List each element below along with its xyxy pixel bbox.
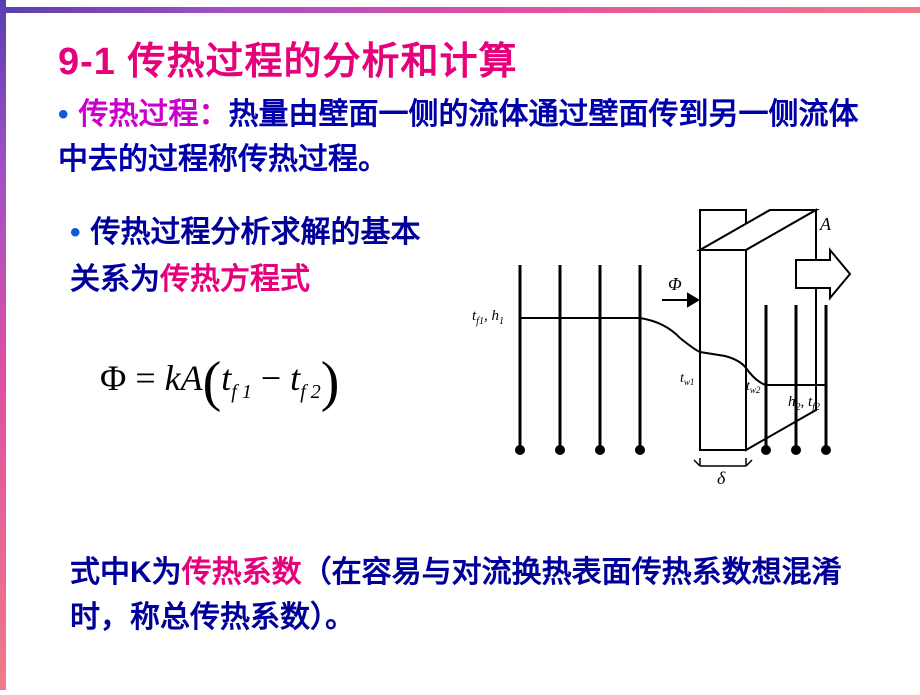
equation: Φ = kA(tf 1 − tf 2) <box>100 350 339 414</box>
bullet-icon: • <box>70 216 81 249</box>
eq-sub1: f 1 <box>231 381 252 403</box>
eq-A: A <box>181 358 203 398</box>
eq-t2: t <box>290 358 300 398</box>
bullet-relation: •传热过程分析求解的基本关系为传热方程式 <box>70 210 440 303</box>
term-lead: 传热过程： <box>79 98 229 131</box>
eq-t1: t <box>221 358 231 398</box>
border-left <box>0 0 6 690</box>
footer-highlight: 传热系数 <box>182 556 302 589</box>
eq-eq: = <box>126 358 164 398</box>
eq-rparen: ) <box>321 351 340 413</box>
relation-highlight: 传热方程式 <box>160 263 310 296</box>
eq-phi: Φ <box>100 358 126 398</box>
eq-sub2: f 2 <box>300 381 321 403</box>
wall-diagram: A Φ tf1, h1 tw1 tw2 h2, tf2 δ <box>470 190 870 500</box>
bullet-icon: • <box>58 98 69 131</box>
eq-minus: − <box>252 358 290 398</box>
label-A: A <box>819 214 832 234</box>
slide: 9-1 传热过程的分析和计算 •传热过程：热量由壁面一侧的流体通过壁面传到另一侧… <box>0 0 920 690</box>
footer-pre: 式中K为 <box>70 556 182 589</box>
label-phi: Φ <box>668 274 682 294</box>
eq-k: k <box>165 358 181 398</box>
label-delta: δ <box>717 468 726 488</box>
label-tw1: tw1 <box>680 371 694 387</box>
border-top <box>0 0 920 6</box>
label-tf1h1: tf1, h1 <box>472 308 504 327</box>
footer-note: 式中K为传热系数（在容易与对流换热表面传热系数想混淆时，称总传热系数）。 <box>70 550 860 640</box>
section-title: 9-1 传热过程的分析和计算 <box>58 30 517 85</box>
eq-lparen: ( <box>203 351 222 413</box>
bullet-definition: •传热过程：热量由壁面一侧的流体通过壁面传到另一侧流体中去的过程称传热过程。 <box>58 92 880 182</box>
